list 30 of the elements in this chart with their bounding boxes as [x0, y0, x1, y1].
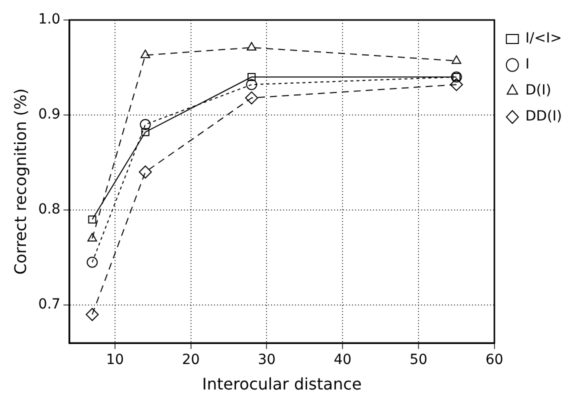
x-tick-label: 10 [106, 352, 124, 368]
point [88, 215, 96, 224]
legend-label: D(I) [525, 82, 552, 99]
point [140, 50, 150, 58]
point [245, 91, 258, 104]
point [86, 308, 99, 321]
point [452, 55, 462, 64]
legend-label: DD(I) [525, 108, 562, 125]
point [246, 79, 258, 90]
y-tick-label: 0.8 [38, 202, 60, 218]
point [450, 78, 463, 92]
x-axis-title: Interocular distance [202, 374, 362, 394]
y-tick-label: 1.0 [38, 12, 60, 28]
y-tick-label: 0.7 [38, 296, 60, 313]
point [246, 42, 256, 51]
point [138, 166, 152, 178]
x-tick-label: 60 [485, 352, 504, 368]
x-tick-label: 50 [410, 352, 428, 368]
point [87, 233, 98, 242]
legend-label: I [525, 56, 530, 73]
point [140, 119, 151, 130]
point [248, 72, 256, 82]
point [86, 256, 98, 268]
x-tick-label: 30 [258, 352, 276, 368]
y-axis-title: Correct recognition (%) [10, 88, 30, 275]
legend-label: I/<I> [525, 30, 562, 47]
x-tick-label: 20 [182, 352, 200, 368]
x-tick-label: 40 [334, 352, 352, 368]
y-tick-label: 0.9 [38, 106, 60, 123]
point [141, 128, 150, 136]
